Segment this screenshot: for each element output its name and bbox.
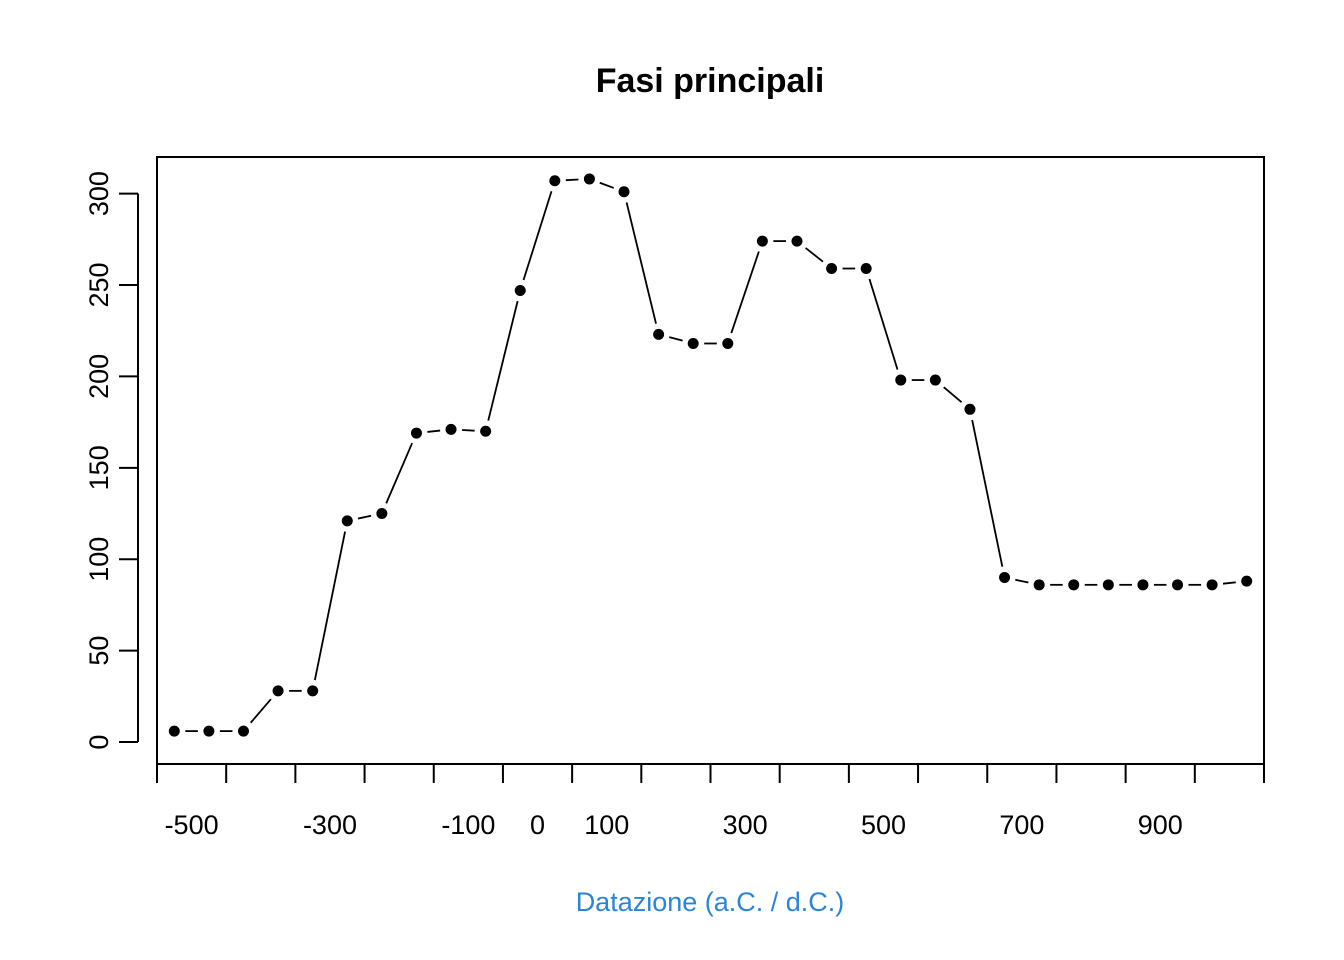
series-segment [1015,578,1029,584]
series-segment [461,429,475,432]
series-segment [487,300,519,421]
series-segment [313,531,346,681]
y-tick-label: 100 [84,537,114,582]
series-segment [1222,581,1236,585]
data-point [791,235,803,247]
series-segment [565,178,579,182]
plot-frame [156,156,1265,765]
data-point [583,173,595,185]
data-point [272,685,284,697]
data-point [410,427,422,439]
y-tick-label: 250 [84,262,114,307]
x-axis: -500 -300 -100 0 100 300 500 700 900 [156,764,1265,840]
data-point [653,328,665,340]
data-point [341,515,353,527]
y-tick-label: 200 [84,354,114,399]
y-tick-label: 0 [84,735,114,750]
chart-title: Fasi principali [596,62,825,100]
series-segment [625,202,657,324]
x-tick-label: -300 [303,810,357,840]
data-point [860,263,872,275]
series-segment [427,429,441,433]
data-point [1241,575,1253,587]
data-point [1102,579,1114,591]
data-point [756,235,768,247]
x-tick-label: 500 [861,810,906,840]
x-tick-label: 700 [999,810,1044,840]
series-lines [185,178,1236,732]
series-segment [599,181,615,189]
data-point [376,508,388,520]
series-segment [971,419,1004,567]
data-point [964,403,976,415]
x-tick-label: 0 [530,810,545,840]
data-point [1033,579,1045,591]
data-point [237,725,249,737]
data-point [999,572,1011,584]
data-point [687,337,699,349]
data-point [1068,579,1080,591]
data-point [549,175,561,187]
series-segment [868,278,899,370]
data-point [203,725,215,737]
data-point [168,725,180,737]
data-point [1137,579,1149,591]
series-segment [805,247,824,263]
series-segment [669,336,683,342]
series-segment [730,251,760,334]
data-point [1172,579,1184,591]
data-point [480,425,492,437]
x-tick-label: -100 [441,810,495,840]
series-segment [357,514,372,520]
data-point [826,263,838,275]
series-segment [943,386,963,403]
x-tick-label: -500 [165,810,219,840]
x-tick-label: 100 [584,810,629,840]
series-segment [522,190,553,281]
data-point [895,374,907,386]
y-axis: 0 50 100 150 200 250 300 [84,171,139,750]
data-point [514,284,526,296]
x-tick-label: 900 [1138,810,1183,840]
y-tick-label: 300 [84,171,114,216]
series-points [168,173,1253,737]
series-segment [385,442,413,504]
data-point [307,685,319,697]
series-segment [249,698,272,724]
x-axis-label: Datazione (a.C. / d.C.) [576,887,845,917]
data-point [618,186,630,198]
y-tick-label: 50 [84,636,114,666]
data-point [445,423,457,435]
y-tick-label: 150 [84,445,114,490]
data-point [722,337,734,349]
data-point [1206,579,1218,591]
data-point [929,374,941,386]
x-tick-label: 300 [723,810,768,840]
